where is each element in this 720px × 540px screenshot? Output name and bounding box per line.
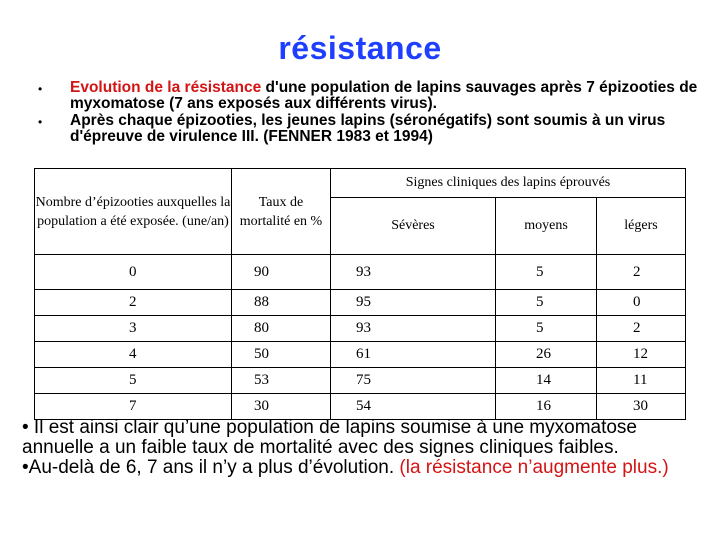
- cell-moderate: 5: [495, 254, 597, 290]
- cell-mortality: 88: [231, 289, 331, 316]
- bullet-dot-icon: •: [38, 115, 43, 129]
- conclusion-text: • Il est ainsi clair qu’une population d…: [22, 418, 712, 478]
- cell-light: 0: [596, 289, 686, 316]
- cell-mortality: 90: [231, 254, 331, 290]
- table-row: 5 53 75 14 11: [34, 367, 686, 394]
- cell-mortality: 30: [231, 393, 331, 420]
- highlight-text: Evolution de la résistance: [70, 79, 262, 96]
- cell-light: 2: [596, 254, 686, 290]
- table-row: 2 88 95 5 0: [34, 289, 686, 316]
- subheader-light: légers: [596, 197, 686, 255]
- header-signs: Signes cliniques des lapins éprouvés: [330, 168, 686, 198]
- cell-epizooties: 4: [34, 341, 232, 368]
- table-row: 0 90 93 5 2: [34, 254, 686, 290]
- cell-severe: 95: [330, 289, 496, 316]
- cell-epizooties: 7: [34, 393, 232, 420]
- cell-mortality: 80: [231, 315, 331, 342]
- cell-light: 12: [596, 341, 686, 368]
- table-row: 4 50 61 26 12: [34, 341, 686, 368]
- conclusion-paragraph-2: •Au-delà de 6, 7 ans il n’y a plus d’évo…: [22, 458, 712, 478]
- cell-severe: 54: [330, 393, 496, 420]
- cell-light: 11: [596, 367, 686, 394]
- cell-moderate: 14: [495, 367, 597, 394]
- cell-moderate: 26: [495, 341, 597, 368]
- header-epizooties: Nombre d’épizooties auxquelles la popula…: [34, 168, 232, 255]
- bullet-item: • Après chaque épizooties, les jeunes la…: [38, 113, 703, 145]
- bullet-dot-icon: •: [38, 82, 43, 96]
- cell-severe: 75: [330, 367, 496, 394]
- cell-severe: 61: [330, 341, 496, 368]
- cell-moderate: 5: [495, 289, 597, 316]
- bullet-item: • Evolution de la résistance d'une popul…: [38, 80, 703, 112]
- subheader-moderate: moyens: [495, 197, 597, 255]
- conclusion-highlight: (la résistance n’augmente plus.): [399, 457, 669, 478]
- cell-mortality: 50: [231, 341, 331, 368]
- conclusion-paragraph-1: • Il est ainsi clair qu’une population d…: [22, 417, 637, 458]
- conclusion-text-black: •Au-delà de 6, 7 ans il n’y a plus d’évo…: [22, 457, 400, 478]
- table-row: 3 80 93 5 2: [34, 315, 686, 342]
- cell-epizooties: 3: [34, 315, 232, 342]
- slide-title: résistance: [278, 30, 442, 66]
- cell-epizooties: 0: [34, 254, 232, 290]
- cell-moderate: 16: [495, 393, 597, 420]
- cell-epizooties: 5: [34, 367, 232, 394]
- intro-bullets: • Evolution de la résistance d'une popul…: [38, 80, 703, 146]
- header-mortality: Taux de mortalité en %: [231, 168, 331, 255]
- cell-severe: 93: [330, 254, 496, 290]
- bullet-text: Evolution de la résistance d'une populat…: [70, 80, 703, 112]
- cell-light: 2: [596, 315, 686, 342]
- cell-light: 30: [596, 393, 686, 420]
- bullet-text: Après chaque épizooties, les jeunes lapi…: [70, 112, 666, 145]
- cell-mortality: 53: [231, 367, 331, 394]
- mortality-table: Nombre d’épizooties auxquelles la popula…: [34, 168, 686, 420]
- table-row: 7 30 54 16 30: [34, 393, 686, 420]
- cell-severe: 93: [330, 315, 496, 342]
- cell-moderate: 5: [495, 315, 597, 342]
- bullet-text-rest: d'une population de lapins sauvages aprè…: [70, 79, 698, 112]
- subheader-severe: Sévères: [330, 197, 496, 255]
- cell-epizooties: 2: [34, 289, 232, 316]
